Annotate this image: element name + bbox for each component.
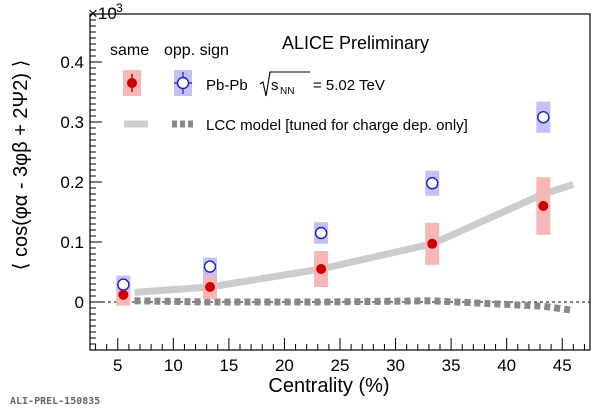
sqrt-radical: [259, 71, 310, 97]
x-tick-label: 40: [497, 356, 516, 375]
same-sign-point: [427, 238, 438, 249]
x-tick-label: 25: [331, 356, 350, 375]
y-tick-label: 0.1: [60, 233, 84, 252]
same-sign-point: [316, 264, 327, 274]
chart-title: ALICE Preliminary: [282, 33, 429, 53]
legend-data-label: Pb-Pb: [206, 77, 248, 94]
y-scale-exponent: -3: [112, 1, 123, 15]
opposite-sign-point: [426, 176, 439, 190]
data-point-layer: [117, 110, 550, 300]
y-scale-base: ×10: [88, 4, 117, 23]
figure-id: ALI-PREL-150835: [10, 396, 100, 407]
opposite-sign-point: [203, 260, 217, 273]
model-layer: [134, 181, 575, 314]
x-tick-label: 35: [442, 356, 461, 375]
plot-area: 5 10 15 20 25 30 35 40 45 0 0.1 0.2 0.3 0.4: [60, 13, 591, 375]
opposite-sign-point: [537, 110, 550, 124]
x-tick-label: 45: [553, 356, 572, 375]
y-tick-label: 0.3: [60, 113, 84, 132]
x-axis-label: Centrality (%): [268, 375, 389, 397]
legend-opp-marker: [176, 76, 190, 90]
x-tick-label: 10: [164, 356, 183, 375]
model-opposite-sign-line: [134, 297, 574, 314]
y-tick-label: 0: [75, 293, 84, 312]
model-same-sign-line: [134, 181, 575, 296]
legend-model-label: LCC model [tuned for charge dep. only]: [206, 117, 468, 134]
x-tick-label: 20: [275, 356, 294, 375]
y-axis: 0 0.1 0.2 0.3 0.4: [60, 19, 102, 345]
same-sign-point: [538, 201, 549, 211]
sqrt-s-letter: s: [271, 77, 279, 94]
y-tick-label: 0.4: [60, 53, 84, 72]
y-axis-label: ⟨ cos(φα - 3φβ + 2Ψ2) ⟩: [10, 60, 32, 271]
same-sign-point: [118, 289, 129, 300]
legend-energy-label: = 5.02 TeV: [313, 77, 385, 94]
legend: same opp. sign Pb-Pb s NN = 5.02 TeV LCC…: [110, 42, 468, 134]
sqrt-snn-symbol: s NN: [259, 71, 310, 97]
y-tick-label: 0.2: [60, 173, 84, 192]
x-tick-label: 5: [113, 356, 122, 375]
x-axis: 5 10 15 20 25 30 35 40 45: [95, 338, 585, 375]
sqrt-nn-subscript: NN: [280, 86, 294, 97]
opposite-sign-point: [314, 226, 328, 240]
opposite-sign-point: [117, 278, 130, 291]
legend-same-marker: [127, 78, 137, 88]
same-sign-point: [205, 282, 215, 292]
x-tick-label: 30: [386, 356, 405, 375]
legend-header-same: same: [110, 42, 149, 59]
x-tick-label: 15: [219, 356, 238, 375]
legend-header-opp: opp. sign: [164, 42, 229, 59]
